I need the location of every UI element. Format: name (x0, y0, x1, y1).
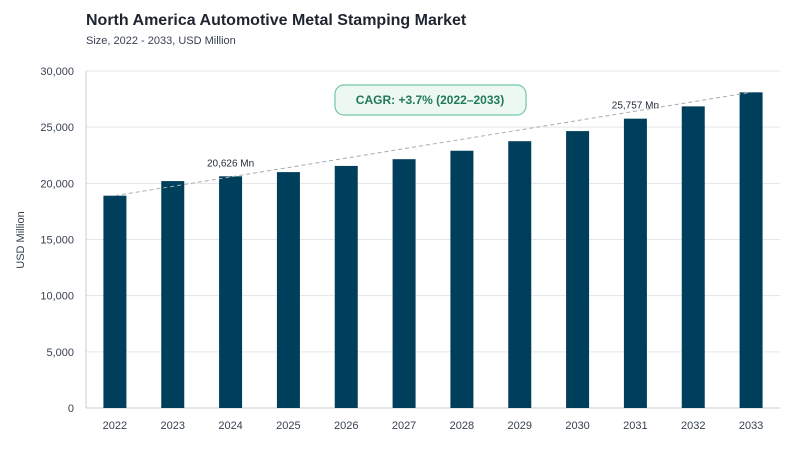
chart-subtitle: Size, 2022 - 2033, USD Million (86, 35, 236, 47)
y-axis-label: USD Million (15, 211, 27, 268)
bar-2031 (623, 118, 647, 409)
y-tick-label: 25,000 (40, 122, 74, 134)
y-tick-label: 20,000 (40, 178, 74, 190)
y-tick-label: 5,000 (46, 347, 74, 359)
axis-labels: 0 5,000 10,000 15,000 20,000 25,000 30,000 2022… (40, 66, 763, 432)
cagr-badge: CAGR: +3.7% (2022–2033) (334, 84, 527, 116)
axes (85, 71, 780, 409)
value-label-2031: 25,757 Mn (612, 101, 659, 112)
x-tick-label: 2031 (623, 420, 647, 432)
x-tick-label: 2023 (161, 420, 185, 432)
x-tick-label: 2028 (450, 420, 474, 432)
y-tick-label: 15,000 (40, 235, 74, 247)
annotations: 20,626 Mn 25,757 Mn (207, 101, 659, 170)
y-tick-label: 0 (68, 403, 74, 415)
y-tick-label: 30,000 (40, 66, 74, 78)
bar-2030 (566, 131, 590, 408)
x-tick-label: 2022 (103, 420, 127, 432)
x-tick-label: 2025 (276, 420, 300, 432)
bar-2022 (103, 195, 127, 408)
cagr-label: CAGR: +3.7% (2022–2033) (356, 93, 504, 107)
value-label-2024: 20,626 Mn (207, 158, 254, 169)
x-tick-label: 2029 (508, 420, 532, 432)
bar-2027 (392, 159, 416, 408)
gridlines (86, 70, 780, 353)
bar-2026 (334, 165, 358, 408)
bar-2024 (219, 176, 243, 408)
trendline (114, 91, 752, 197)
x-tick-label: 2033 (739, 420, 763, 432)
bar-2025 (276, 172, 300, 408)
bar-2033 (739, 92, 763, 409)
x-tick-label: 2024 (218, 420, 242, 432)
x-tick-label: 2027 (392, 420, 416, 432)
bar-2028 (450, 150, 474, 409)
x-tick-label: 2030 (565, 420, 589, 432)
bars (103, 92, 763, 409)
bar-2032 (681, 106, 705, 408)
cagr-trendline (114, 91, 752, 197)
bar-2023 (161, 181, 185, 408)
x-tick-label: 2026 (334, 420, 358, 432)
bar-2029 (508, 141, 532, 409)
y-tick-label: 10,000 (40, 291, 74, 303)
chart-title: North America Automotive Metal Stamping … (86, 12, 467, 29)
x-tick-label: 2032 (681, 420, 705, 432)
